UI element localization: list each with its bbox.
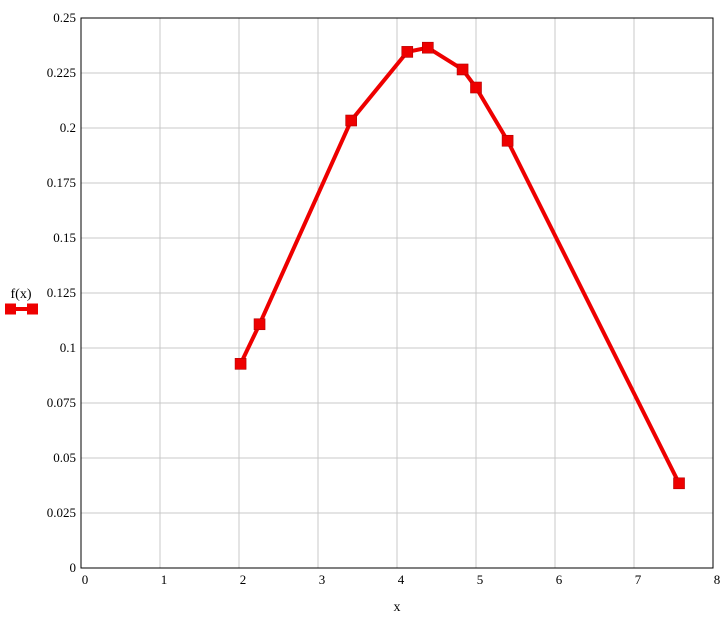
x-tick-label: 0: [82, 572, 89, 587]
data-point-marker: [234, 358, 247, 370]
x-tick-label: 3: [319, 572, 326, 587]
grid: [81, 18, 713, 568]
y-tick-label: 0.075: [47, 395, 76, 410]
y-tick-label: 0.025: [47, 505, 76, 520]
plot-area: [80, 17, 714, 569]
series-line-fx: [238, 45, 682, 486]
data-point-marker: [345, 114, 357, 127]
data-point-marker: [253, 318, 266, 331]
data-point-marker: [422, 41, 434, 54]
y-tick-label: 0.175: [47, 175, 76, 190]
legend-marker: [27, 303, 38, 315]
data-point-marker: [501, 134, 514, 147]
legend-marker: [5, 303, 16, 315]
x-tick-label: 6: [556, 572, 563, 587]
data-point-marker: [470, 81, 482, 94]
y-tick-label: 0.2: [60, 120, 76, 135]
x-tick-label: 4: [398, 572, 405, 587]
y-tick-label: 0.05: [53, 450, 76, 465]
x-tick-label: 2: [240, 572, 247, 587]
data-point-marker: [673, 477, 685, 490]
legend-label: f(x): [11, 287, 32, 302]
y-tick-label: 0.125: [47, 285, 76, 300]
y-tick-label: 0.1: [60, 340, 76, 355]
x-tick-label: 5: [477, 572, 484, 587]
legend: f(x): [5, 287, 38, 315]
y-tick-label: 0: [70, 560, 77, 575]
x-axis-ticks: 0 1 2 3 4 5 6 7 8: [82, 572, 721, 587]
y-tick-label: 0.25: [53, 10, 76, 25]
x-axis-label: x: [394, 600, 401, 615]
x-tick-label: 7: [635, 572, 642, 587]
series-layer: [234, 41, 685, 490]
data-point-marker: [401, 46, 414, 58]
y-tick-label: 0.225: [47, 65, 76, 80]
data-point-marker: [456, 63, 469, 76]
x-tick-label: 8: [714, 572, 721, 587]
x-tick-label: 1: [161, 572, 168, 587]
y-axis-ticks: 0 0.025 0.05 0.075 0.1 0.125 0.15 0.175 0.2 0.225…: [47, 10, 76, 575]
y-tick-label: 0.15: [53, 230, 76, 245]
